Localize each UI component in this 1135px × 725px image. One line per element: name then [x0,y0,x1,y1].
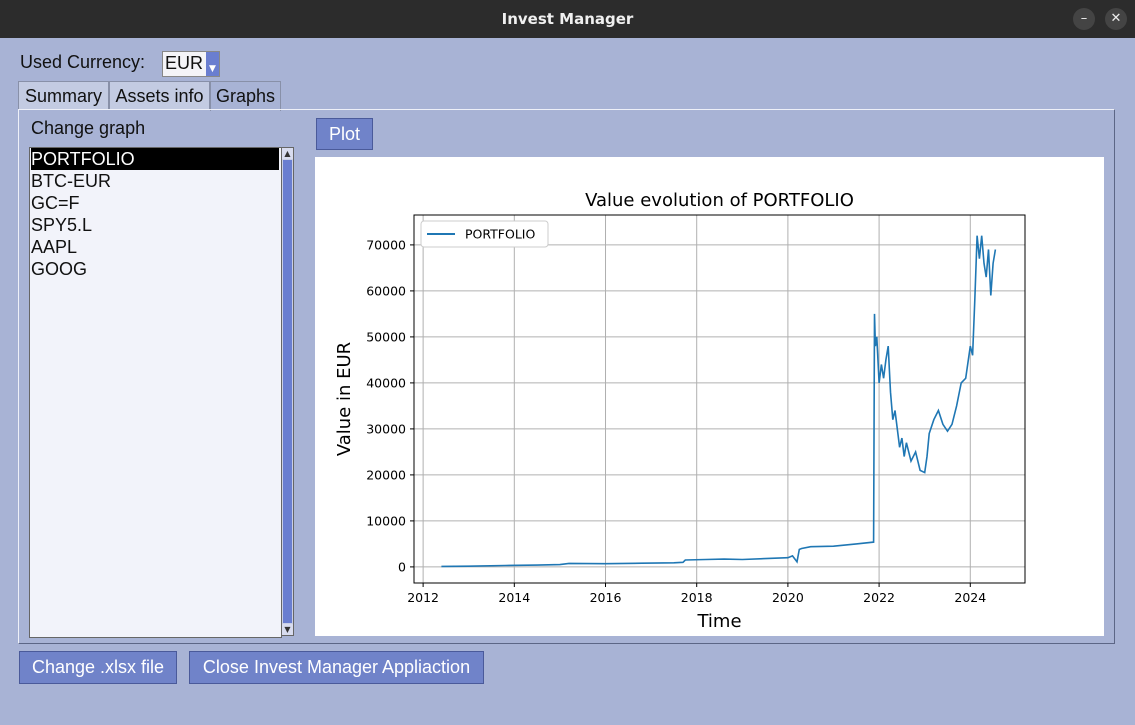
scrollbar-thumb[interactable] [283,160,292,623]
legend-box [420,220,549,248]
list-item-aapl[interactable]: AAPL [31,237,78,257]
axes-frame [413,214,1026,584]
list-item-btc-eur[interactable]: BTC-EUR [31,171,111,191]
chevron-down-icon[interactable]: ▼ [206,52,219,76]
x-tick-label: 2024 [954,590,986,605]
y-tick-label: 70000 [366,237,406,252]
change-graph-label: Change graph [31,118,146,138]
x-tick-label: 2018 [681,590,713,605]
currency-select[interactable]: EUR ▼ [162,51,220,77]
plot-button[interactable]: Plot [316,118,373,150]
list-item-spy5-l[interactable]: SPY5.L [31,215,93,235]
x-tick-label: 2022 [863,590,895,605]
close-app-button[interactable]: Close Invest Manager Appliaction [189,651,484,684]
close-window-button[interactable]: ✕ [1105,8,1127,30]
y-tick-label: 60000 [366,283,406,298]
y-tick-label: 30000 [366,421,406,436]
x-tick-label: 2014 [498,590,530,605]
y-axis-label: Value in EUR [334,342,355,456]
change-xlsx-file-button[interactable]: Change .xlsx file [19,651,177,684]
window-title: Invest Manager [501,10,634,28]
y-tick-label: 20000 [366,467,406,482]
asset-listbox[interactable]: PORTFOLIO BTC-EUR GC=F SPY5.L AAPL GOOG [29,147,282,638]
series-line-portfolio [441,235,997,568]
plot-area: 2012 2014 2016 2018 2020 2022 2024 0 10000 20000 3… [315,157,1104,636]
listbox-scrollbar[interactable]: ▲ ▼ [281,147,294,636]
y-tick-label: 40000 [366,375,406,390]
minimize-button[interactable]: – [1073,8,1095,30]
scroll-up-arrow-icon[interactable]: ▲ [282,148,293,159]
window-titlebar: Invest Manager – ✕ [0,0,1135,38]
list-item-gc-f[interactable]: GC=F [31,193,80,213]
x-tick-label: 2016 [590,590,622,605]
y-tick-label: 10000 [366,513,406,528]
list-item-goog[interactable]: GOOG [31,259,88,279]
y-tick-label: 50000 [366,329,406,344]
tab-assets-info[interactable]: Assets info [109,81,210,110]
x-tick-label: 2012 [407,590,439,605]
scroll-down-arrow-icon[interactable]: ▼ [282,624,293,635]
list-item-portfolio[interactable]: PORTFOLIO [31,148,279,170]
tab-summary[interactable]: Summary [18,81,109,110]
x-tick-label: 2020 [772,590,804,605]
value-evolution-chart: 2012 2014 2016 2018 2020 2022 2024 0 10000 20000 3… [334,190,1026,632]
currency-value: EUR [165,53,204,73]
currency-label: Used Currency: [20,52,146,72]
chart-title: Value evolution of PORTFOLIO [585,190,854,211]
legend-label-portfolio: PORTFOLIO [465,227,535,242]
y-tick-label: 0 [398,559,406,574]
tab-graphs[interactable]: Graphs [210,81,281,111]
graphs-panel [18,109,1115,644]
x-axis-label: Time [696,611,741,632]
